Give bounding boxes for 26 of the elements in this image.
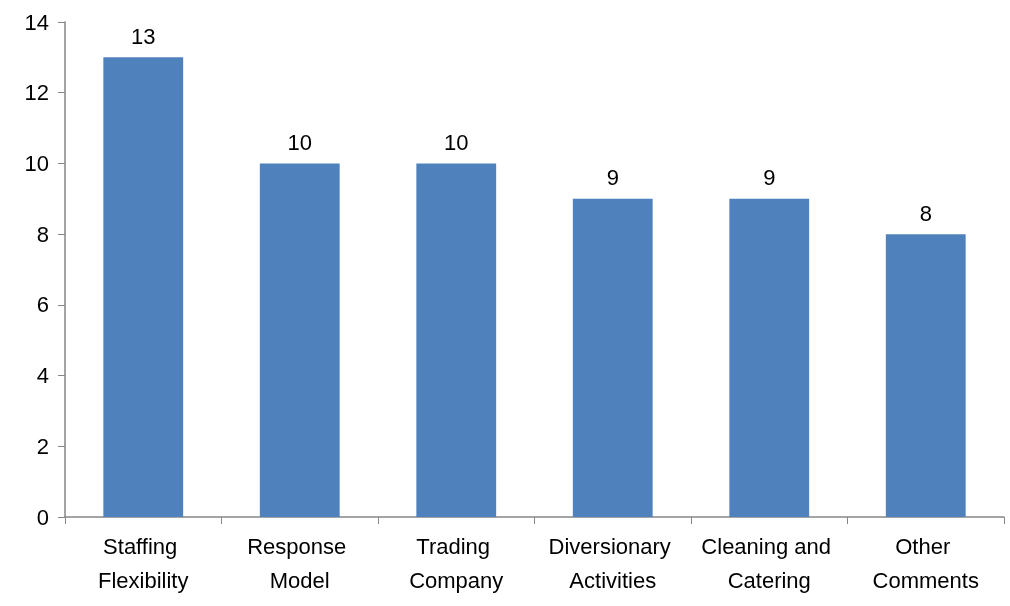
y-tick-label: 12 bbox=[24, 80, 49, 106]
y-tick-label: 10 bbox=[24, 150, 49, 176]
x-tick-label: Cleaning and Catering bbox=[701, 533, 838, 593]
data-label: 13 bbox=[131, 23, 156, 49]
y-tick-label: 0 bbox=[36, 504, 49, 530]
data-label: 9 bbox=[606, 165, 619, 191]
y-tick-label: 6 bbox=[36, 292, 49, 318]
y-tick-label: 2 bbox=[36, 433, 49, 459]
data-label: 10 bbox=[444, 129, 469, 155]
bar bbox=[416, 163, 497, 517]
y-tick-label: 4 bbox=[36, 363, 49, 389]
y-tick-label: 14 bbox=[24, 9, 49, 35]
x-tick-label: Diversionary Activities bbox=[548, 533, 677, 593]
bar bbox=[259, 163, 340, 517]
x-tick-label: Response Model bbox=[247, 533, 353, 593]
x-tick-label: Staffing Flexibility bbox=[98, 533, 189, 593]
data-label: 9 bbox=[763, 165, 776, 191]
x-tick-label: Trading Company bbox=[409, 533, 504, 593]
bar bbox=[729, 198, 810, 517]
bar bbox=[103, 57, 184, 517]
bar bbox=[572, 198, 653, 517]
x-tick-label: Other Comments bbox=[872, 533, 979, 593]
bar bbox=[885, 234, 966, 517]
data-label: 10 bbox=[287, 129, 312, 155]
y-tick-label: 8 bbox=[36, 221, 49, 247]
data-label: 8 bbox=[919, 200, 932, 226]
